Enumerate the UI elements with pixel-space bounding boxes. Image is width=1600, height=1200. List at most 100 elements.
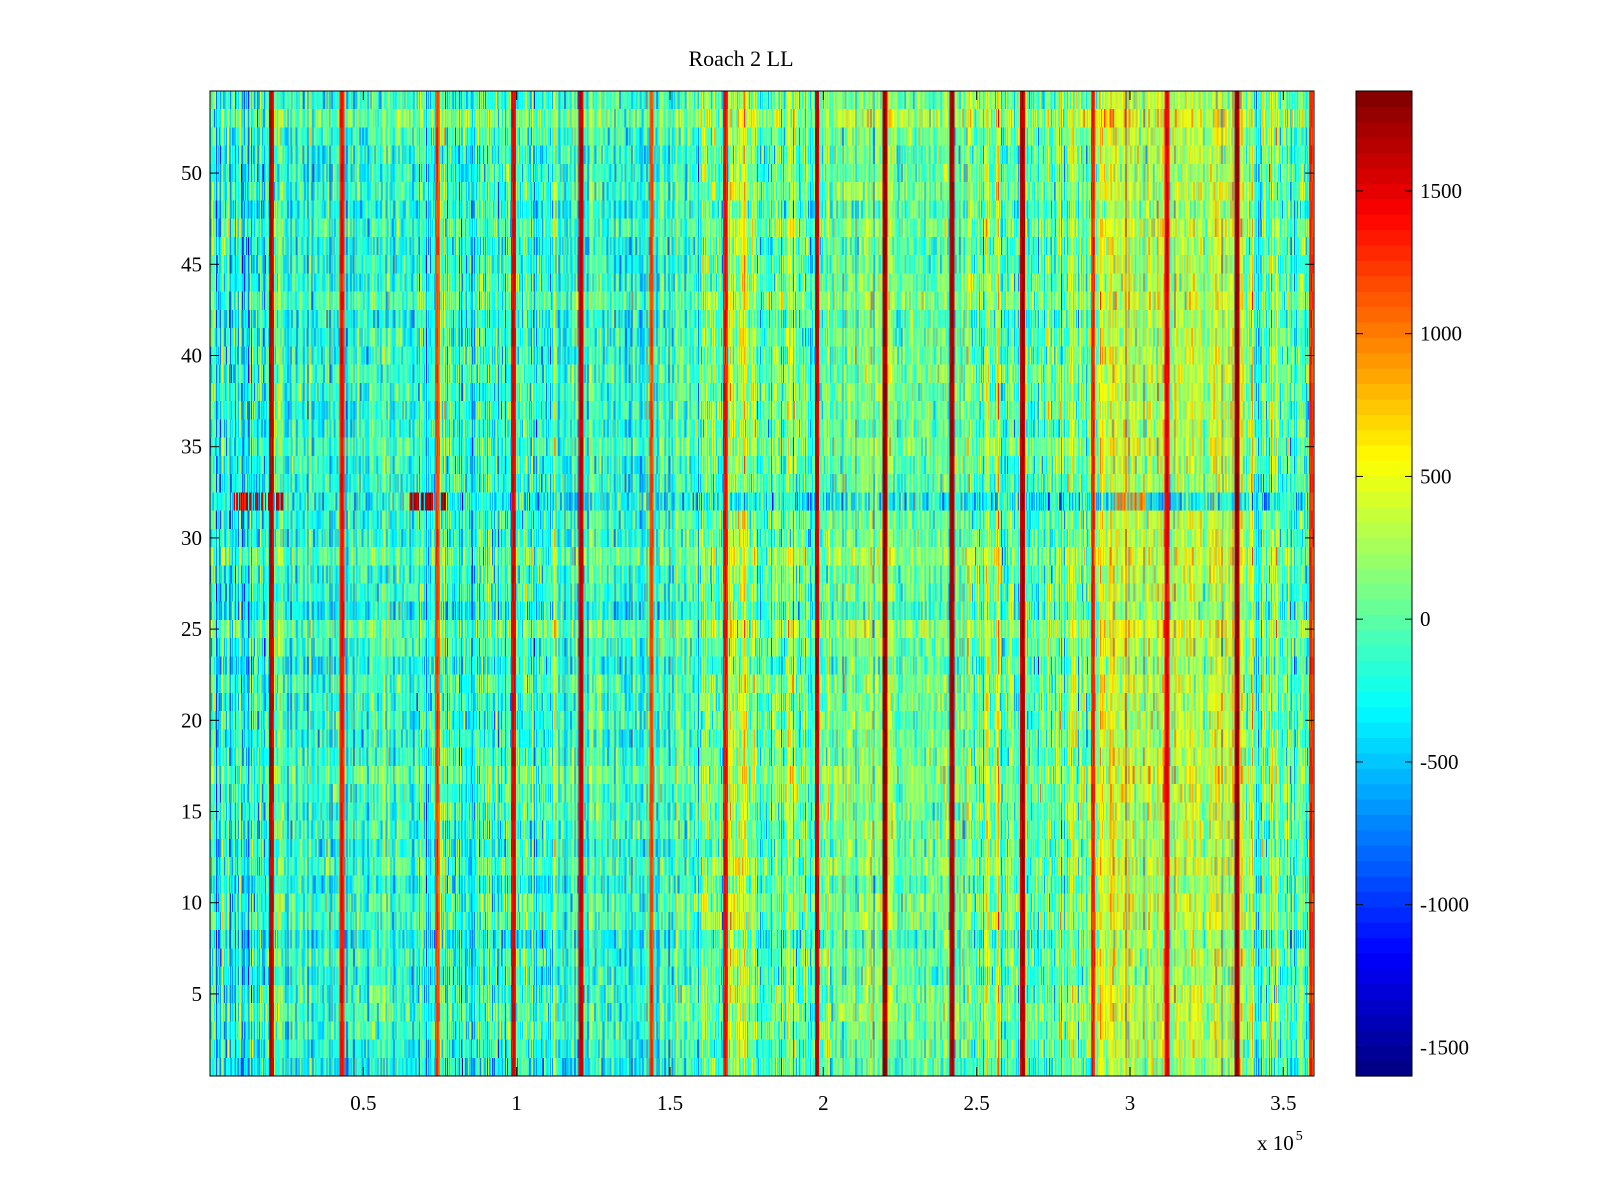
- colorbar-step: [1356, 614, 1412, 631]
- colorbar-step: [1356, 891, 1412, 908]
- colorbar-step: [1356, 460, 1412, 477]
- colorbar-step: [1356, 968, 1412, 985]
- colorbar-tick-label: 500: [1420, 464, 1452, 488]
- heatmap: [210, 91, 1314, 1076]
- y-tick-label: 10: [181, 891, 202, 915]
- colorbar-step: [1356, 521, 1412, 538]
- colorbar-tick-label: -500: [1420, 750, 1459, 774]
- colorbar-step: [1356, 137, 1412, 154]
- colorbar-step: [1356, 121, 1412, 138]
- y-tick-label: 30: [181, 526, 202, 550]
- colorbar-step: [1356, 783, 1412, 800]
- colorbar-step: [1356, 198, 1412, 215]
- colorbar-step: [1356, 829, 1412, 846]
- colorbar-step: [1356, 152, 1412, 169]
- colorbar-step: [1356, 983, 1412, 1000]
- colorbar-tick-label: 0: [1420, 607, 1431, 631]
- x-scale-exponent: 5: [1296, 1129, 1303, 1144]
- colorbar-step: [1356, 722, 1412, 739]
- colorbar-step: [1356, 244, 1412, 261]
- colorbar-step: [1356, 260, 1412, 277]
- colorbar-step: [1356, 444, 1412, 461]
- colorbar-step: [1356, 291, 1412, 308]
- colorbar-step: [1356, 737, 1412, 754]
- colorbar-step: [1356, 660, 1412, 677]
- y-tick-label: 40: [181, 343, 202, 367]
- x-tick-label: 3: [1125, 1091, 1136, 1115]
- colorbar-step: [1356, 798, 1412, 815]
- colorbar-step: [1356, 1029, 1412, 1046]
- colorbar-step: [1356, 183, 1412, 200]
- colorbar-step: [1356, 768, 1412, 785]
- y-tick-label: 50: [181, 161, 202, 185]
- colorbar-step: [1356, 167, 1412, 184]
- colorbar-step: [1356, 814, 1412, 831]
- x-tick-label: 1: [511, 1091, 522, 1115]
- colorbar-step: [1356, 91, 1412, 107]
- colorbar-step: [1356, 845, 1412, 862]
- colorbar: [1356, 91, 1412, 1077]
- colorbar-step: [1356, 398, 1412, 415]
- colorbar-tick-label: -1000: [1420, 893, 1469, 917]
- colorbar-step: [1356, 583, 1412, 600]
- colorbar-step: [1356, 1060, 1412, 1077]
- x-tick-label: 0.5: [350, 1091, 376, 1115]
- colorbar-step: [1356, 414, 1412, 431]
- y-tick-label: 5: [192, 982, 203, 1006]
- colorbar-step: [1356, 952, 1412, 969]
- colorbar-step: [1356, 691, 1412, 708]
- colorbar-step: [1356, 337, 1412, 354]
- colorbar-step: [1356, 860, 1412, 877]
- x-scale-base: x 10: [1257, 1131, 1294, 1155]
- colorbar-step: [1356, 675, 1412, 692]
- colorbar-step: [1356, 306, 1412, 323]
- colorbar-step: [1356, 214, 1412, 231]
- colorbar-step: [1356, 321, 1412, 338]
- colorbar-step: [1356, 937, 1412, 954]
- colorbar-frame: [1355, 90, 1413, 1077]
- chart-title: Roach 2 LL: [688, 46, 793, 71]
- colorbar-step: [1356, 552, 1412, 569]
- colorbar-step: [1356, 368, 1412, 385]
- x-scale-factor: x 10 5: [1257, 1129, 1303, 1155]
- y-tick-label: 15: [181, 800, 202, 824]
- colorbar-step: [1356, 922, 1412, 939]
- colorbar-step: [1356, 475, 1412, 492]
- colorbar-step: [1356, 875, 1412, 892]
- y-axis: 5 10 15 20 25 30 35 40 45 50: [181, 161, 1314, 1006]
- colorbar-step: [1356, 429, 1412, 446]
- colorbar-step: [1356, 106, 1412, 123]
- x-axis: 0.5 1 1.5 2 2.5 3 3.5: [350, 91, 1296, 1115]
- x-tick-label: 2.5: [964, 1091, 990, 1115]
- colorbar-step: [1356, 506, 1412, 523]
- y-tick-label: 20: [181, 708, 202, 732]
- colorbar-step: [1356, 229, 1412, 246]
- colorbar-step: [1356, 752, 1412, 769]
- x-tick-label: 3.5: [1270, 1091, 1296, 1115]
- colorbar-step: [1356, 645, 1412, 662]
- colorbar-step: [1356, 352, 1412, 369]
- colorbar-tick-label: 1500: [1420, 179, 1462, 203]
- colorbar-step: [1356, 629, 1412, 646]
- colorbar-step: [1356, 706, 1412, 723]
- heatmap-cells: [210, 91, 1314, 1076]
- colorbar-step: [1356, 491, 1412, 508]
- y-tick-label: 35: [181, 435, 202, 459]
- colorbar-step: [1356, 1045, 1412, 1062]
- colorbar-tick-label: -1500: [1420, 1035, 1469, 1059]
- colorbar-step: [1356, 275, 1412, 292]
- colorbar-step: [1356, 568, 1412, 585]
- plot-frame: [209, 90, 1315, 1077]
- colorbar-step: [1356, 999, 1412, 1016]
- y-tick-label: 25: [181, 617, 202, 641]
- colorbar-axis: -1500 -1000 -500 0 500 1000 1500: [1356, 179, 1469, 1059]
- x-tick-label: 1.5: [657, 1091, 683, 1115]
- colorbar-step: [1356, 598, 1412, 615]
- colorbar-step: [1356, 537, 1412, 554]
- colorbar-step: [1356, 906, 1412, 923]
- colorbar-step: [1356, 1014, 1412, 1031]
- y-tick-label: 45: [181, 252, 202, 276]
- colorbar-step: [1356, 383, 1412, 400]
- colorbar-tick-label: 1000: [1420, 322, 1462, 346]
